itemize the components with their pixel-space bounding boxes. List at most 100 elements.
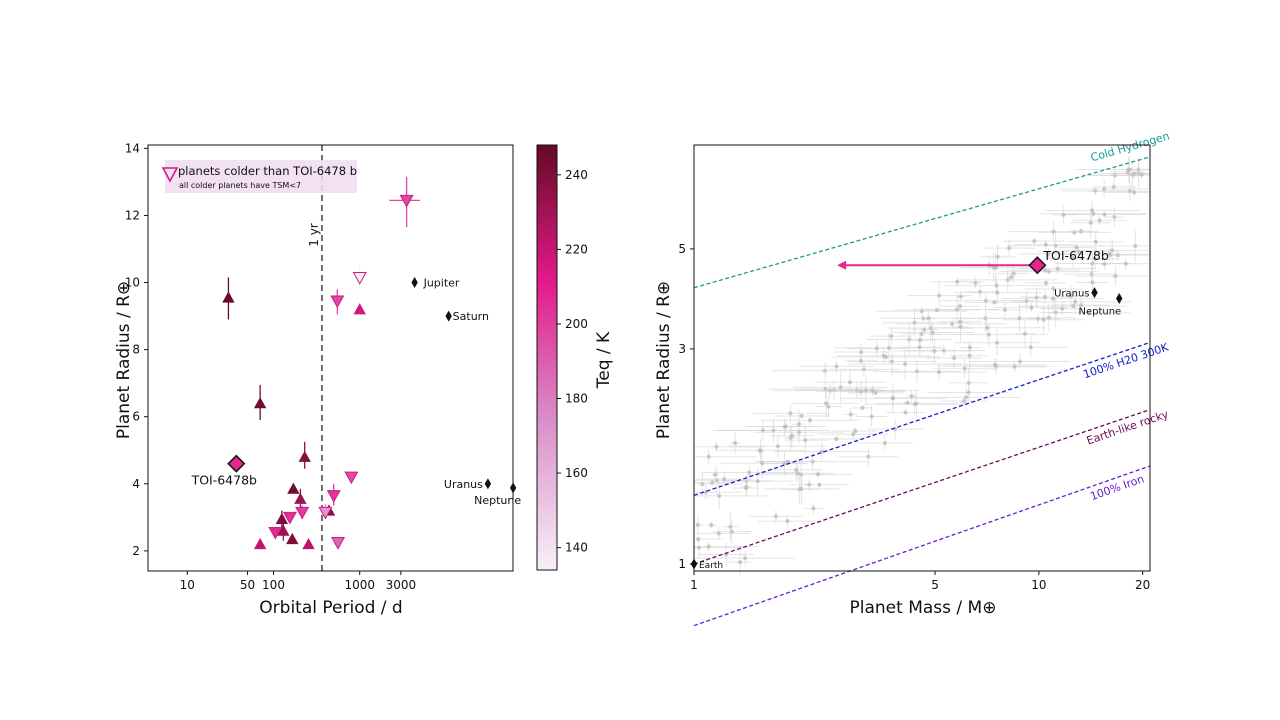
colorbar-tick-label: 140: [565, 541, 588, 555]
left-x-tick-label: 10: [180, 578, 195, 592]
legend-note: all colder planets have TSM<7: [179, 181, 301, 190]
warm-planet-marker: [277, 524, 290, 536]
background-planet-point: [796, 422, 801, 427]
background-planet-point: [1029, 305, 1034, 310]
solar-planet-label: Neptune: [1078, 307, 1121, 318]
warm-planet-marker: [287, 482, 300, 494]
background-planet-point: [1043, 281, 1048, 286]
cold-planet-marker: [268, 526, 283, 540]
background-planet-point: [1034, 295, 1039, 300]
right-solar-system: Earth Uranus Neptune: [690, 287, 1123, 571]
background-planet-point: [995, 290, 1000, 295]
background-planet-point: [747, 470, 752, 475]
background-planet-point: [994, 340, 999, 345]
right-axes-frame: [693, 144, 1151, 572]
background-planet-point: [826, 404, 831, 409]
background-planet-point: [1009, 275, 1014, 280]
colorbar-label: Teq / K: [594, 331, 614, 389]
background-planet-point: [847, 380, 852, 385]
background-planet-point: [851, 432, 856, 437]
background-planet-point: [932, 348, 937, 353]
background-planet-point: [714, 444, 719, 449]
colorbar-tick-label: 200: [565, 317, 588, 331]
warm-planet-marker: [294, 492, 307, 504]
toi-6478b-marker: [1028, 256, 1047, 275]
background-planet-point: [1051, 296, 1056, 301]
background-planet-point: [1028, 345, 1033, 350]
toi-6478b-label: TOI-6478b: [1042, 248, 1108, 263]
left-solar-system: Jupiter Saturn Uranus Neptune: [411, 277, 521, 507]
background-planet-point: [1113, 274, 1118, 279]
left-markers: [222, 194, 414, 550]
background-planet-point: [934, 308, 939, 313]
background-planet-point: [1132, 190, 1137, 195]
warm-planet-marker: [286, 532, 299, 545]
background-planet-point: [992, 362, 997, 367]
left-y-tick-label: 4: [132, 477, 140, 491]
background-planet-point: [803, 438, 808, 443]
background-planet-point: [1086, 310, 1091, 315]
background-planet-point: [1133, 243, 1138, 248]
left-errorbars: [227, 176, 420, 541]
right-ticks: 1 5 10 20 1 3 5: [678, 242, 1150, 592]
background-planet-point: [848, 412, 853, 417]
background-planet-point: [1061, 212, 1066, 217]
background-planet-point: [992, 300, 997, 305]
background-planet-point: [733, 440, 738, 445]
background-planet-point: [834, 437, 839, 442]
one-year-label: 1 yr: [307, 223, 321, 247]
right-x-tick-label: 5: [931, 578, 939, 592]
background-planet-point: [1046, 251, 1051, 256]
background-planet-point: [995, 254, 1000, 259]
background-planet-point: [696, 537, 701, 542]
cold-planet-marker: [352, 272, 367, 285]
background-planet-point: [1093, 239, 1098, 244]
colorbar-tick-label: 180: [565, 392, 588, 406]
background-planet-point: [743, 556, 748, 561]
background-planet-point: [874, 346, 879, 351]
background-planet-point: [1089, 272, 1094, 277]
background-planet-point: [738, 560, 743, 565]
background-planet-point: [1102, 261, 1107, 266]
colorbar-tick-label: 160: [565, 466, 588, 480]
background-planet-point: [955, 307, 960, 312]
background-planet-point: [858, 358, 863, 363]
background-planet-point: [794, 467, 799, 472]
background-planet-point: [755, 479, 760, 484]
background-planet-point: [1005, 277, 1010, 282]
background-planet-point: [706, 454, 711, 459]
background-planet-point: [760, 428, 765, 433]
warm-planet-marker: [222, 291, 235, 303]
left-y-tick-label: 14: [125, 141, 140, 155]
background-planet-point: [952, 356, 957, 361]
background-planet-point: [1022, 331, 1027, 336]
background-planet-point: [1090, 208, 1095, 213]
left-x-tick-label: 3000: [386, 578, 417, 592]
background-planet-point: [890, 359, 895, 364]
solar-planet-label: Earth: [699, 561, 723, 571]
background-planet-point: [937, 370, 942, 375]
background-planet-point: [958, 324, 963, 329]
background-planet-point: [966, 380, 971, 385]
background-planet-point: [1007, 246, 1012, 251]
left-y-tick-label: 12: [125, 208, 140, 222]
solar-planet-label: Uranus: [444, 478, 483, 491]
background-planet-point: [1088, 220, 1093, 225]
background-planet-point: [985, 325, 990, 330]
background-planet-point: [834, 364, 839, 369]
background-planet-point: [811, 506, 816, 511]
legend-triangle-icon: [161, 167, 179, 183]
background-planet-point: [717, 493, 722, 498]
background-planet-point: [799, 486, 804, 491]
background-planet-point: [993, 265, 998, 270]
cold-planet-marker: [344, 471, 359, 485]
solar-planet-marker: [411, 277, 418, 289]
background-planet-point: [716, 531, 721, 536]
left-y-axis-label: Planet Radius / R⊕: [114, 281, 134, 439]
background-planet-point: [799, 413, 804, 418]
background-planet-point: [1079, 303, 1084, 308]
background-planet-point: [1102, 212, 1107, 217]
cold-planet-marker: [330, 295, 345, 309]
